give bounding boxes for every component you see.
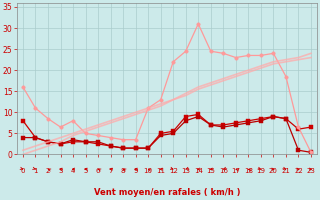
X-axis label: Vent moyen/en rafales ( km/h ): Vent moyen/en rafales ( km/h ) xyxy=(94,188,240,197)
